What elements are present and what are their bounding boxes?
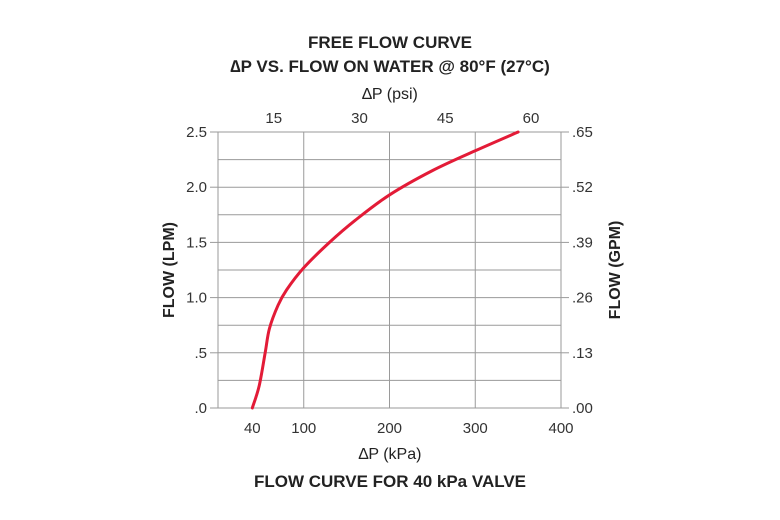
left-tick-label: .5 bbox=[194, 345, 207, 362]
left-tick-label: 1.0 bbox=[186, 290, 207, 307]
left-tick-label: .0 bbox=[194, 400, 207, 417]
plot-frame bbox=[217, 131, 562, 409]
right-tick-label: .26 bbox=[572, 290, 593, 307]
series-layer bbox=[250, 130, 520, 410]
tick-labels: .0 .5 1.0 1.5 2.0 2.5 .00 .13 .26 .39 .52 .65 40 100 2… bbox=[186, 110, 593, 437]
left-tick-label: 2.5 bbox=[186, 124, 207, 141]
top-tick-label: 30 bbox=[351, 110, 368, 127]
right-axis-label: FLOW (GPM) bbox=[607, 221, 624, 320]
left-tick-label: 1.5 bbox=[186, 234, 207, 251]
series-line bbox=[250, 130, 520, 410]
bottom-tick-label: 400 bbox=[548, 420, 573, 437]
bottom-tick-label: 100 bbox=[291, 420, 316, 437]
grid-lines bbox=[218, 132, 561, 408]
bottom-tick-label: 40 bbox=[244, 420, 261, 437]
top-tick-label: 15 bbox=[265, 110, 282, 127]
top-tick-label: 45 bbox=[437, 110, 454, 127]
bottom-axis-label: ∆P (kPa) bbox=[359, 446, 422, 463]
bottom-tick-label: 200 bbox=[377, 420, 402, 437]
right-tick-label: .00 bbox=[572, 400, 593, 417]
bottom-tick-label: 300 bbox=[463, 420, 488, 437]
chart-title-line-1: FREE FLOW CURVE bbox=[308, 33, 472, 52]
chart-footer: FLOW CURVE FOR 40 kPa VALVE bbox=[254, 472, 526, 491]
right-tick-label: .39 bbox=[572, 234, 593, 251]
left-axis-label: FLOW (LPM) bbox=[161, 222, 178, 318]
left-tick-label: 2.0 bbox=[186, 179, 207, 196]
right-tick-label: .13 bbox=[572, 345, 593, 362]
right-tick-label: .52 bbox=[572, 179, 593, 196]
top-axis-label: ∆P (psi) bbox=[362, 86, 418, 103]
top-tick-label: 60 bbox=[523, 110, 540, 127]
right-tick-label: .65 bbox=[572, 124, 593, 141]
chart-title-line-2: ∆P VS. FLOW ON WATER @ 80°F (27°C) bbox=[230, 57, 550, 76]
